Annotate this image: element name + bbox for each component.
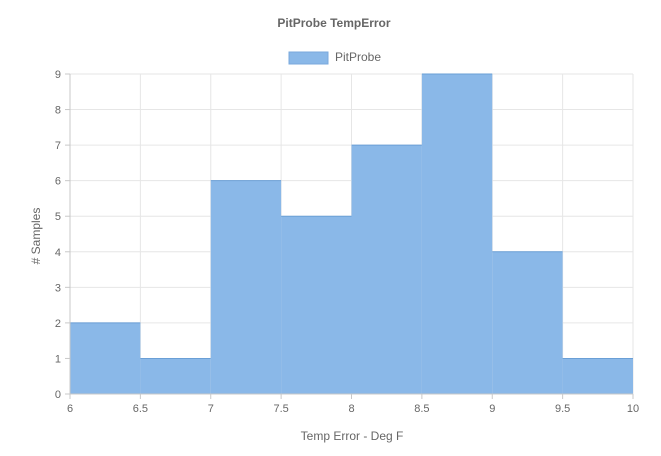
y-tick-label: 3 [55,282,61,294]
histogram-bar[interactable] [140,358,211,394]
y-tick-label: 2 [55,318,61,330]
histogram-bar[interactable] [210,180,282,394]
y-tick-label: 9 [55,69,61,81]
y-tick-labels: 0 1 2 3 4 5 6 7 8 9 [55,69,70,401]
legend[interactable]: PitProbe [288,50,381,65]
histogram-bar[interactable] [562,358,633,394]
y-tick-label: 5 [55,211,61,223]
y-tick-label: 6 [55,176,61,188]
histogram-bar[interactable] [281,216,352,394]
histogram-bar[interactable] [421,74,493,394]
y-tick-label: 4 [55,247,61,259]
x-tick-label: 8.5 [414,403,429,415]
histogram-bar[interactable] [351,145,422,394]
x-axis-label: Temp Error - Deg F [301,429,404,443]
y-tick-label: 7 [55,140,61,152]
x-tick-label: 9 [489,403,495,415]
legend-swatch-pitprobe[interactable] [288,51,329,65]
y-axis-label: # Samples [29,208,43,265]
x-tick-label: 7.5 [273,403,288,415]
legend-label-pitprobe[interactable]: PitProbe [335,50,381,64]
histogram-bar[interactable] [70,322,141,394]
x-tick-label: 8 [348,403,354,415]
x-tick-label: 6 [67,403,73,415]
x-tick-label: 10 [627,403,639,415]
bars [70,73,633,394]
x-tick-label: 7 [208,403,214,415]
x-tick-label: 6.5 [133,403,148,415]
histogram-bar[interactable] [492,251,563,394]
y-tick-label: 0 [55,389,61,401]
y-tick-label: 1 [55,353,61,365]
x-tick-label: 9.5 [555,403,570,415]
y-tick-label: 8 [55,105,61,117]
chart-title: PitProbe TempError [277,16,390,30]
x-tick-labels: 6 6.5 7 7.5 8 8.5 9 9.5 10 [67,394,639,415]
